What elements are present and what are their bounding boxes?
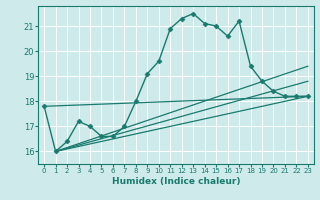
- X-axis label: Humidex (Indice chaleur): Humidex (Indice chaleur): [112, 177, 240, 186]
